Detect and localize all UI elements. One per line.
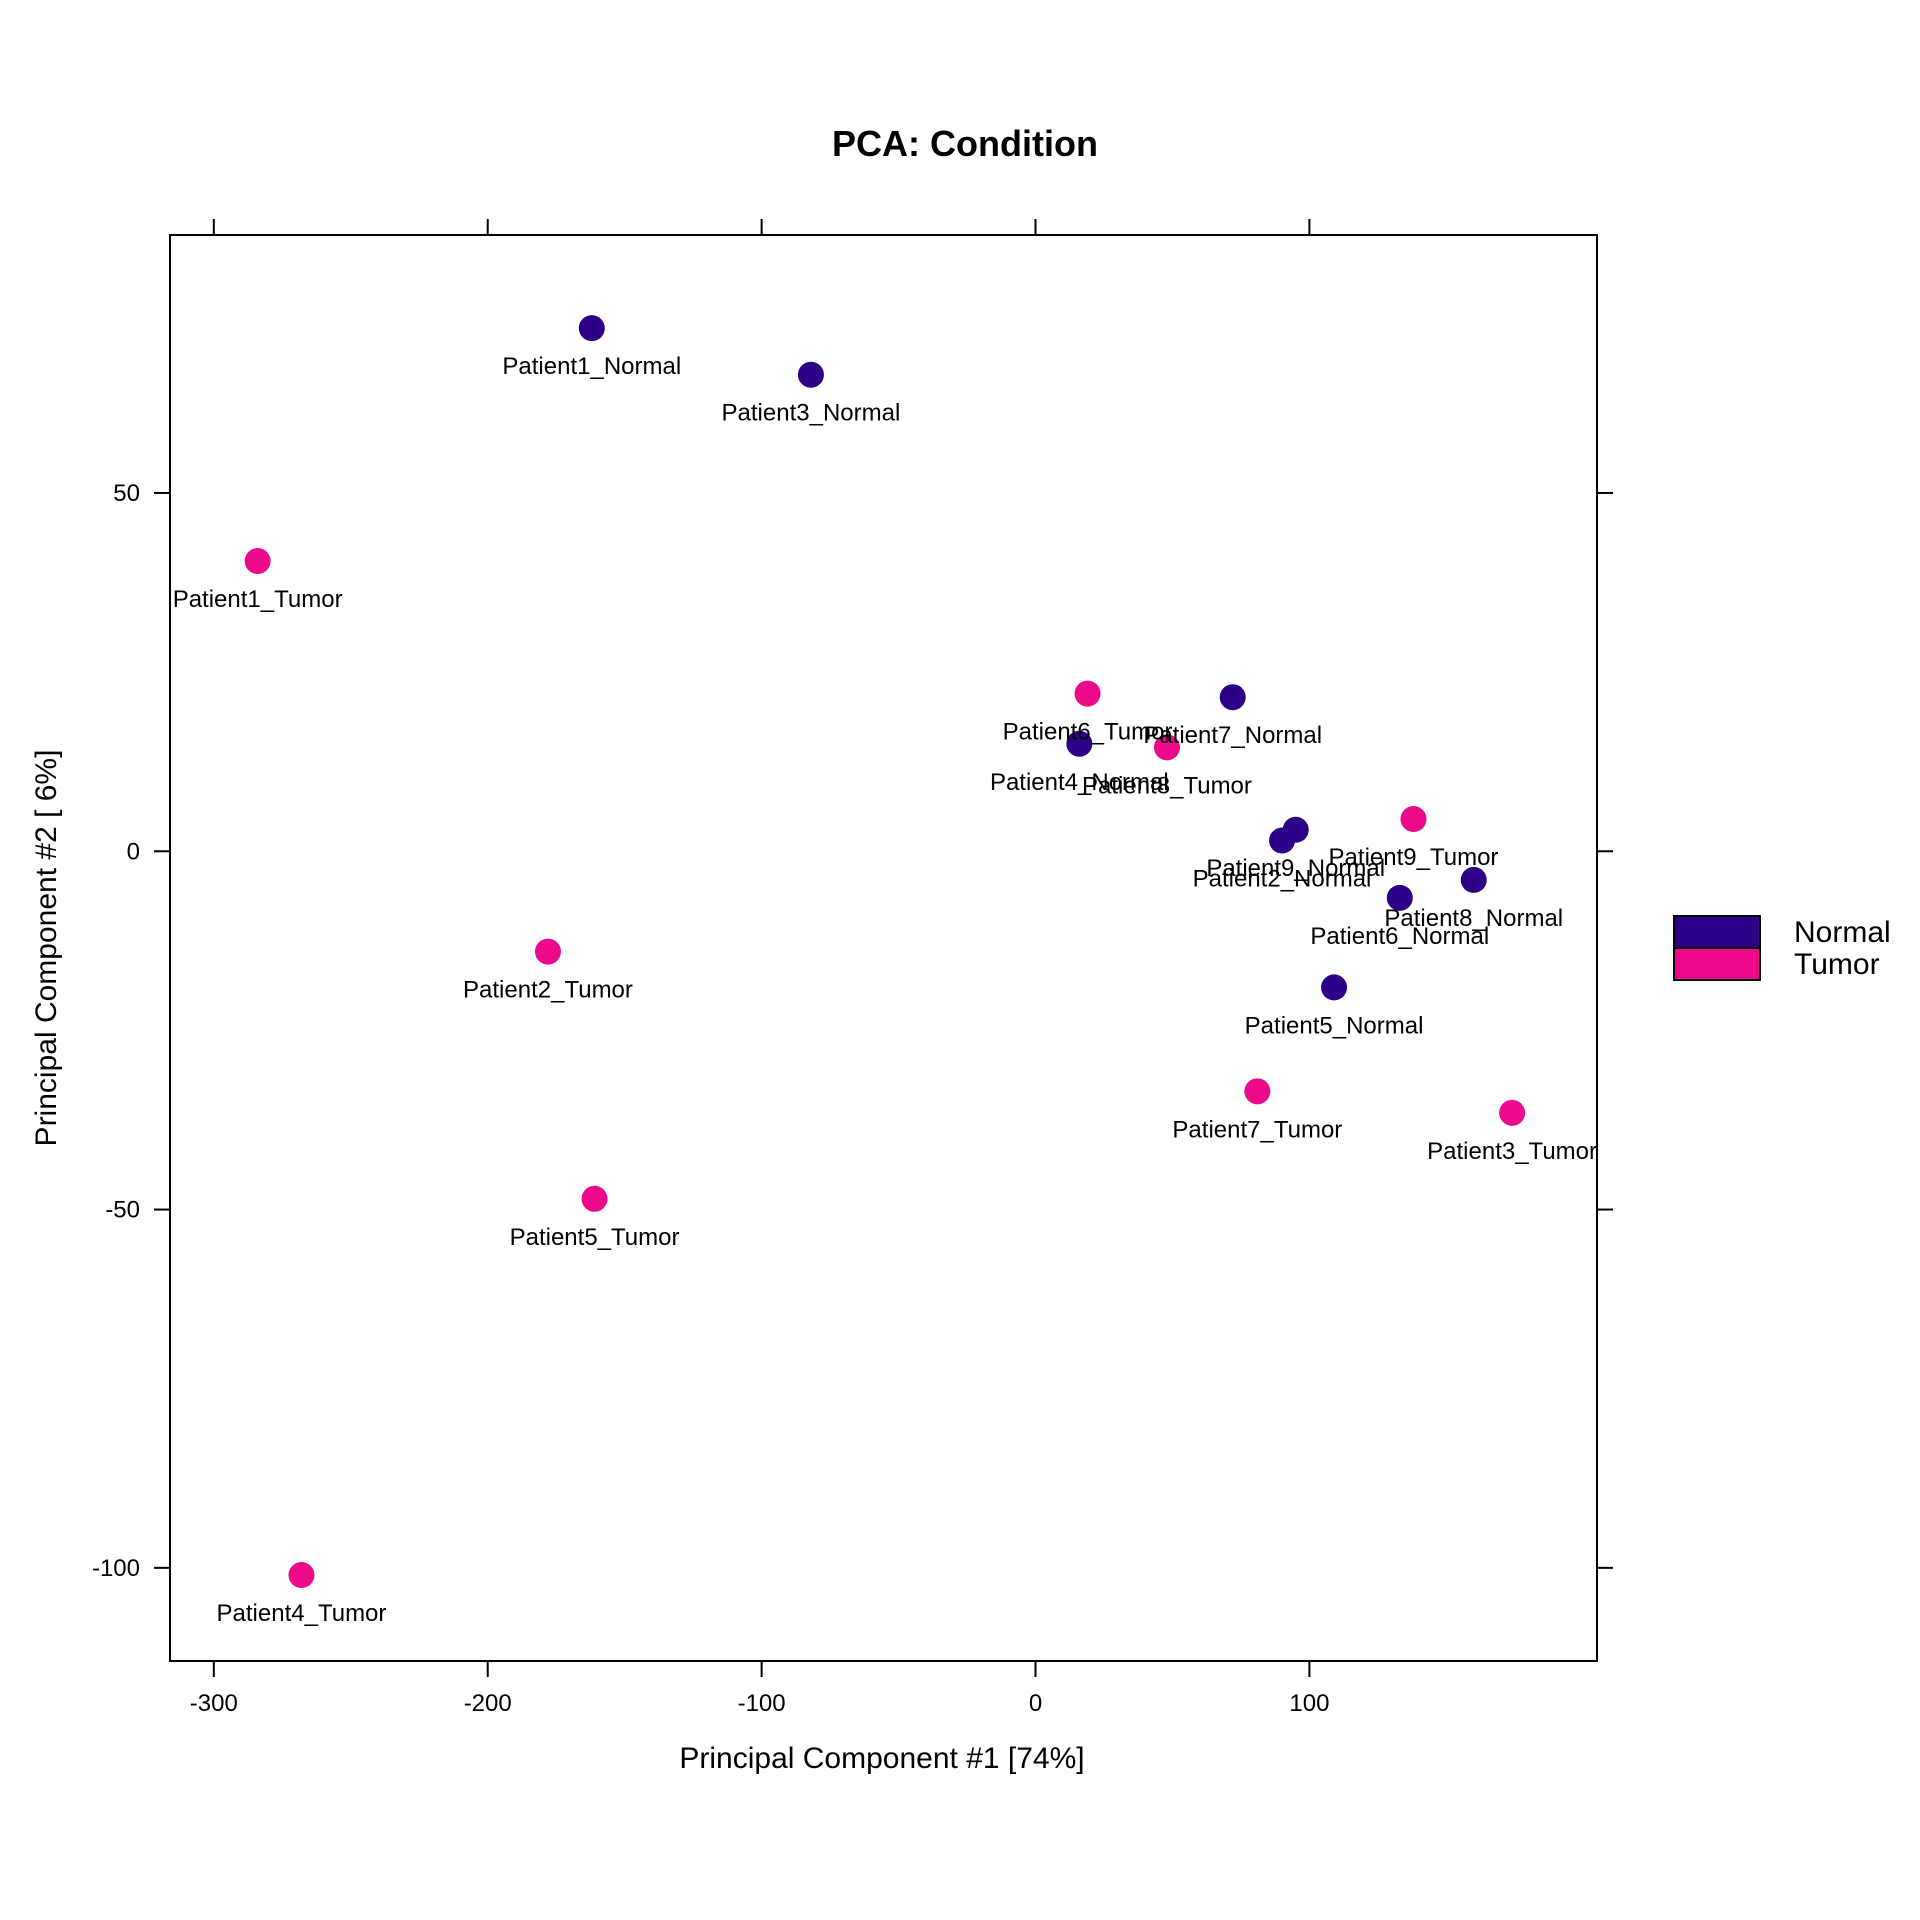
y-tick-label: 50: [113, 480, 140, 507]
data-point-Patient5_Normal: [1321, 974, 1348, 1001]
data-point-Patient3_Tumor: [1499, 1099, 1526, 1126]
data-point-Patient6_Tumor: [1074, 680, 1101, 707]
data-point-Patient1_Normal: [578, 315, 605, 342]
y-axis-label: Principal Component #2 [ 6%]: [30, 750, 63, 1147]
axis-ticks: -300 -200 -100 0 100 -100 -50 0 50: [92, 219, 1613, 1717]
data-point-Patient4_Normal: [1066, 730, 1093, 757]
data-point-Patient1_Tumor: [244, 548, 271, 575]
point-label-Patient7_Normal: Patient7_Normal: [1143, 722, 1322, 749]
data-point-Patient4_Tumor: [288, 1562, 315, 1589]
point-labels: Patient1_Normal Patient3_Normal Patient7_N…: [173, 353, 1597, 1627]
legend-label-normal: Normal: [1794, 916, 1891, 949]
point-label-Patient5_Tumor: Patient5_Tumor: [510, 1224, 680, 1251]
plot-area-frame: [169, 234, 1598, 1662]
data-point-Patient8_Normal: [1460, 866, 1487, 893]
x-tick-label: -300: [190, 1690, 238, 1717]
point-label-Patient8_Normal: Patient8_Normal: [1384, 905, 1563, 932]
chart-title: PCA: Condition: [832, 123, 1098, 164]
data-points: [244, 315, 1526, 1589]
data-point-Patient6_Normal: [1386, 884, 1413, 911]
data-point-Patient7_Tumor: [1244, 1078, 1271, 1105]
point-label-Patient3_Tumor: Patient3_Tumor: [1427, 1138, 1597, 1165]
point-label-Patient2_Tumor: Patient2_Tumor: [463, 977, 633, 1004]
x-tick-label: 0: [1029, 1690, 1042, 1717]
legend-swatch-tumor: [1673, 947, 1761, 981]
point-label-Patient6_Normal: Patient6_Normal: [1310, 923, 1489, 950]
x-tick-label: -200: [464, 1690, 512, 1717]
data-point-Patient2_Tumor: [534, 938, 561, 965]
point-label-Patient4_Normal: Patient4_Normal: [990, 769, 1169, 796]
data-point-Patient7_Normal: [1219, 684, 1246, 711]
y-tick-label: 0: [127, 838, 140, 865]
point-label-Patient9_Tumor: Patient9_Tumor: [1329, 844, 1499, 871]
data-point-Patient3_Normal: [797, 361, 824, 388]
x-tick-label: -100: [738, 1690, 786, 1717]
y-tick-label: -50: [105, 1197, 140, 1224]
y-tick-label: -100: [92, 1555, 140, 1582]
data-point-Patient8_Tumor: [1153, 734, 1180, 761]
legend-label-tumor: Tumor: [1794, 948, 1880, 981]
x-axis-label: Principal Component #1 [74%]: [679, 1742, 1084, 1775]
point-label-Patient7_Tumor: Patient7_Tumor: [1172, 1116, 1342, 1143]
legend-swatch-normal: [1673, 915, 1761, 949]
point-label-Patient3_Normal: Patient3_Normal: [722, 400, 901, 427]
data-point-Patient5_Tumor: [581, 1185, 608, 1212]
point-label-Patient1_Tumor: Patient1_Tumor: [173, 586, 343, 613]
point-label-Patient1_Normal: Patient1_Normal: [502, 353, 681, 380]
data-point-Patient2_Normal: [1269, 827, 1296, 854]
point-label-Patient4_Tumor: Patient4_Tumor: [217, 1600, 387, 1627]
point-label-Patient8_Tumor: Patient8_Tumor: [1082, 772, 1252, 799]
data-point-Patient9_Tumor: [1400, 806, 1427, 833]
point-label-Patient6_Tumor: Patient6_Tumor: [1003, 719, 1173, 746]
point-label-Patient5_Normal: Patient5_Normal: [1245, 1012, 1424, 1039]
point-label-Patient2_Normal: Patient2_Normal: [1193, 866, 1372, 893]
point-label-Patient9_Normal: Patient9_Normal: [1206, 855, 1385, 882]
x-tick-label: 100: [1289, 1690, 1329, 1717]
